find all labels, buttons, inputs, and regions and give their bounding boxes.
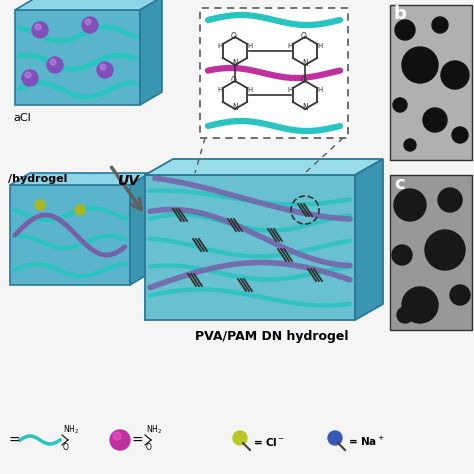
Text: O: O xyxy=(301,76,307,85)
Circle shape xyxy=(113,432,121,440)
Circle shape xyxy=(32,22,48,38)
Text: = Na$^+$: = Na$^+$ xyxy=(348,435,385,448)
Text: H: H xyxy=(247,43,252,49)
Circle shape xyxy=(22,70,38,86)
Text: H: H xyxy=(287,87,292,93)
Text: N: N xyxy=(232,59,238,68)
Circle shape xyxy=(441,61,469,89)
Text: =: = xyxy=(8,434,19,448)
Text: b: b xyxy=(394,5,407,23)
Polygon shape xyxy=(15,10,140,105)
Circle shape xyxy=(402,287,438,323)
Text: H: H xyxy=(247,87,252,93)
Polygon shape xyxy=(130,173,150,285)
Polygon shape xyxy=(145,175,355,320)
Text: H: H xyxy=(217,87,222,93)
Text: aCl: aCl xyxy=(13,113,31,123)
Text: O: O xyxy=(146,443,152,452)
Circle shape xyxy=(110,430,130,450)
Bar xyxy=(390,5,472,160)
FancyBboxPatch shape xyxy=(200,8,348,138)
Text: /hydrogel: /hydrogel xyxy=(8,174,67,184)
Circle shape xyxy=(425,230,465,270)
Circle shape xyxy=(423,108,447,132)
Text: O: O xyxy=(301,32,307,41)
Circle shape xyxy=(394,189,426,221)
Circle shape xyxy=(397,307,413,323)
Circle shape xyxy=(404,139,416,151)
Circle shape xyxy=(328,431,342,445)
Text: O: O xyxy=(63,443,69,452)
Circle shape xyxy=(50,59,56,65)
Text: O: O xyxy=(231,32,237,41)
Circle shape xyxy=(97,62,113,78)
Circle shape xyxy=(25,72,31,78)
Circle shape xyxy=(85,19,91,25)
Bar xyxy=(390,175,472,330)
Circle shape xyxy=(75,205,85,215)
Circle shape xyxy=(47,57,63,73)
Circle shape xyxy=(438,188,462,212)
Circle shape xyxy=(393,98,407,112)
Text: PVA/PAM DN hydrogel: PVA/PAM DN hydrogel xyxy=(195,330,348,343)
Polygon shape xyxy=(10,185,130,285)
Circle shape xyxy=(82,17,98,33)
Circle shape xyxy=(402,47,438,83)
Text: =: = xyxy=(132,434,144,448)
Circle shape xyxy=(452,127,468,143)
Text: UV: UV xyxy=(117,174,139,188)
Circle shape xyxy=(35,200,45,210)
Text: H: H xyxy=(287,43,292,49)
Polygon shape xyxy=(355,159,383,320)
Polygon shape xyxy=(15,0,162,10)
Circle shape xyxy=(392,245,412,265)
Text: O: O xyxy=(231,76,237,85)
Text: N: N xyxy=(302,103,308,112)
Circle shape xyxy=(35,24,41,30)
Circle shape xyxy=(233,431,247,445)
Circle shape xyxy=(432,17,448,33)
Polygon shape xyxy=(145,159,383,175)
Text: H: H xyxy=(317,43,322,49)
Text: N: N xyxy=(232,103,238,112)
Text: $\mathregular{NH_2}$: $\mathregular{NH_2}$ xyxy=(146,423,163,436)
Polygon shape xyxy=(140,0,162,105)
Polygon shape xyxy=(10,173,150,185)
Text: = Cl$^-$: = Cl$^-$ xyxy=(253,436,285,448)
Text: H: H xyxy=(317,87,322,93)
Circle shape xyxy=(450,285,470,305)
Text: N: N xyxy=(302,59,308,68)
Circle shape xyxy=(395,20,415,40)
Text: c: c xyxy=(394,175,405,193)
Text: H: H xyxy=(217,43,222,49)
Text: $\mathregular{NH_2}$: $\mathregular{NH_2}$ xyxy=(63,423,80,436)
Circle shape xyxy=(100,64,106,70)
